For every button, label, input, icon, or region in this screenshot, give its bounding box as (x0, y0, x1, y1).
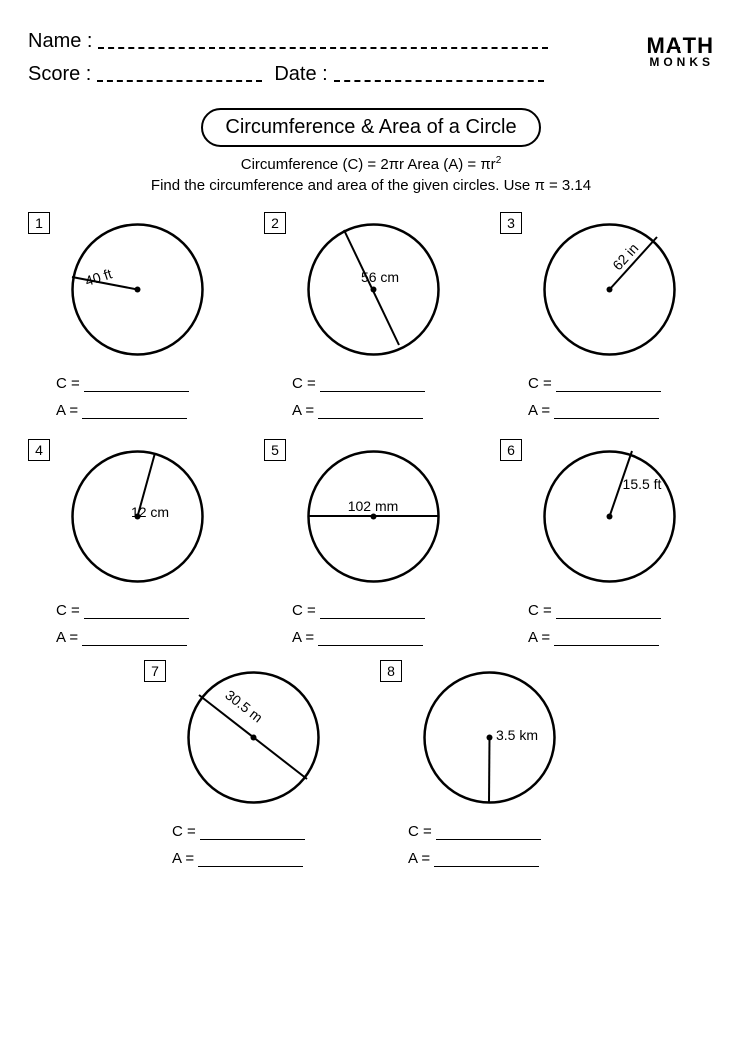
a-blank[interactable] (82, 631, 187, 646)
problems-grid: 1 40 ft C = A =2 56 cm C = A =3 62 in C … (28, 208, 714, 656)
a-blank[interactable] (318, 631, 423, 646)
c-blank[interactable] (320, 377, 425, 392)
logo: MATH MONKS (646, 36, 714, 68)
problem-6: 6 15.5 ft C = A = (500, 435, 718, 656)
name-blank[interactable] (98, 33, 548, 49)
problem-8: 8 3.5 km C = A = (380, 656, 598, 877)
area-answer: A = (528, 629, 718, 646)
circumference-answer: C = (292, 375, 482, 392)
c-blank[interactable] (84, 377, 189, 392)
circumference-answer: C = (56, 602, 246, 619)
date-blank[interactable] (334, 66, 544, 82)
score-blank[interactable] (97, 66, 262, 82)
question-number: 1 (28, 212, 50, 234)
measurement-label: 62 in (609, 240, 641, 273)
circle-diagram: 3.5 km (412, 660, 567, 815)
area-answer: A = (408, 850, 598, 867)
a-blank[interactable] (318, 404, 423, 419)
problems-row-bottom: 7 30.5 m C = A =8 3.5 km C = A = (28, 656, 714, 877)
c-blank[interactable] (320, 604, 425, 619)
circle-diagram: 15.5 ft (532, 439, 687, 594)
formula-line: Circumference (C) = 2πr Area (A) = πr2 (28, 155, 714, 173)
area-answer: A = (56, 402, 246, 419)
a-blank[interactable] (198, 852, 303, 867)
measurement-label: 102 mm (347, 498, 398, 514)
c-blank[interactable] (200, 825, 305, 840)
measurement-label: 12 cm (130, 504, 168, 520)
problem-5: 5 102 mm C = A = (264, 435, 482, 656)
a-blank[interactable] (554, 404, 659, 419)
measurement-label: 3.5 km (495, 727, 537, 743)
measurement-label: 56 cm (360, 269, 398, 285)
question-number: 4 (28, 439, 50, 461)
a-blank[interactable] (434, 852, 539, 867)
c-blank[interactable] (556, 377, 661, 392)
circumference-answer: C = (292, 602, 482, 619)
c-blank[interactable] (556, 604, 661, 619)
circumference-answer: C = (56, 375, 246, 392)
problem-4: 4 12 cm C = A = (28, 435, 246, 656)
question-number: 8 (380, 660, 402, 682)
question-number: 5 (264, 439, 286, 461)
circle-diagram: 40 ft (60, 212, 215, 367)
circle-diagram: 12 cm (60, 439, 215, 594)
circle-diagram: 102 mm (296, 439, 451, 594)
c-blank[interactable] (84, 604, 189, 619)
area-answer: A = (292, 629, 482, 646)
circumference-answer: C = (172, 823, 362, 840)
c-blank[interactable] (436, 825, 541, 840)
problem-2: 2 56 cm C = A = (264, 208, 482, 429)
area-answer: A = (56, 629, 246, 646)
question-number: 3 (500, 212, 522, 234)
circumference-answer: C = (408, 823, 598, 840)
area-answer: A = (172, 850, 362, 867)
area-answer: A = (528, 402, 718, 419)
measurement-label: 30.5 m (222, 687, 266, 726)
circle-diagram: 30.5 m (176, 660, 331, 815)
question-number: 2 (264, 212, 286, 234)
a-blank[interactable] (554, 631, 659, 646)
problem-7: 7 30.5 m C = A = (144, 656, 362, 877)
circle-diagram: 56 cm (296, 212, 451, 367)
instruction-text: Find the circumference and area of the g… (28, 177, 714, 194)
a-blank[interactable] (82, 404, 187, 419)
circle-diagram: 62 in (532, 212, 687, 367)
question-number: 7 (144, 660, 166, 682)
measurement-label: 15.5 ft (622, 476, 661, 492)
circumference-answer: C = (528, 602, 718, 619)
date-label: Date : (274, 63, 327, 86)
problem-1: 1 40 ft C = A = (28, 208, 246, 429)
area-answer: A = (292, 402, 482, 419)
question-number: 6 (500, 439, 522, 461)
circumference-answer: C = (528, 375, 718, 392)
score-date-row: Score : Date : (28, 63, 714, 86)
worksheet-title: Circumference & Area of a Circle (201, 108, 540, 147)
name-field: Name : (28, 30, 714, 53)
score-label: Score : (28, 63, 91, 86)
name-label: Name : (28, 30, 92, 53)
problem-3: 3 62 in C = A = (500, 208, 718, 429)
measurement-label: 40 ft (83, 265, 114, 289)
